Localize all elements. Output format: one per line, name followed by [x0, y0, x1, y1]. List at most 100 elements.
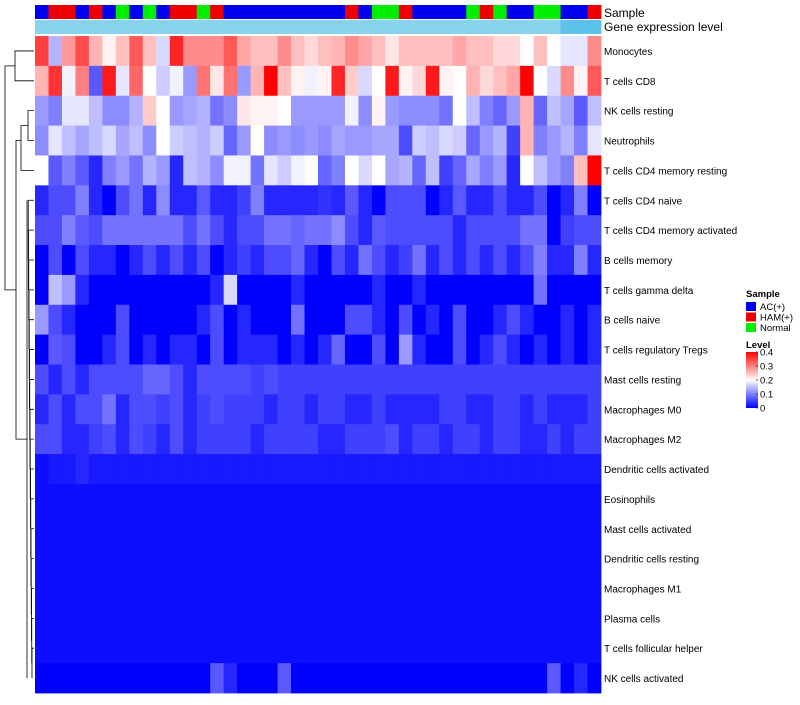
heatmap-cell [560, 185, 575, 216]
heatmap-cell [520, 513, 535, 545]
sample-annotation-cell [304, 5, 319, 19]
heatmap-cell [318, 334, 332, 365]
heatmap-cell [425, 155, 440, 186]
heatmap-cell [115, 603, 130, 634]
heatmap-cell [88, 245, 103, 276]
heatmap-cell [466, 394, 481, 425]
sample-annotation-cell [574, 5, 588, 19]
gene-expression-annotation-cell [574, 20, 588, 34]
heatmap-cell [412, 454, 427, 485]
heatmap-cell [371, 185, 386, 216]
heatmap-cell [533, 65, 548, 97]
heatmap-cell [142, 155, 157, 186]
dendrogram-branch [20, 125, 34, 171]
heatmap-cell [250, 633, 265, 664]
heatmap-cell [587, 95, 602, 126]
heatmap-cell [75, 543, 90, 574]
gene-expression-annotation-cell [61, 20, 76, 34]
heatmap-cell [35, 215, 49, 246]
heatmap-cell [506, 65, 521, 97]
heatmap-cell [156, 185, 171, 216]
heatmap-cell [304, 633, 319, 664]
heatmap-cell [547, 663, 561, 694]
heatmap-cell [75, 454, 90, 485]
heatmap-cell [574, 65, 588, 97]
gene-expression-annotation-cell [88, 20, 103, 34]
heatmap-cell [291, 394, 305, 425]
heatmap-cell [439, 334, 454, 365]
heatmap-cell [304, 155, 319, 186]
heatmap-cell [304, 603, 319, 634]
heatmap-cell [210, 663, 225, 694]
heatmap-cell [223, 36, 238, 67]
sample-annotation-cell [250, 5, 265, 19]
heatmap-cell [61, 424, 76, 455]
heatmap-cell [237, 663, 252, 694]
heatmap-cell [210, 633, 225, 664]
heatmap-cell [277, 633, 292, 664]
heatmap-cell [291, 603, 305, 634]
heatmap-cell [371, 394, 386, 425]
heatmap-cell [250, 125, 265, 156]
sample-annotation-cell [88, 5, 103, 19]
heatmap-cell [291, 155, 305, 186]
heatmap-cell [331, 663, 346, 694]
row-label: T cells CD8 [604, 77, 656, 88]
heatmap-cell [183, 663, 198, 694]
heatmap-cell [35, 454, 49, 485]
heatmap-cell [88, 65, 103, 97]
heatmap-cell [102, 334, 117, 365]
heatmap-cell [223, 364, 238, 395]
gene-expression-annotation-cell [35, 20, 49, 34]
heatmap-cell [250, 65, 265, 97]
heatmap-cell [318, 125, 332, 156]
heatmap-cell [75, 125, 90, 156]
heatmap-cell [506, 215, 521, 246]
heatmap-cell [331, 394, 346, 425]
heatmap-cell [142, 334, 157, 365]
heatmap-cell [102, 663, 117, 694]
heatmap-cell [425, 36, 440, 67]
column-annotations [35, 5, 602, 34]
heatmap-cell [156, 633, 171, 664]
heatmap-cell [318, 513, 332, 545]
heatmap-cell [344, 603, 359, 634]
heatmap-cell [183, 125, 198, 156]
heatmap-cell [169, 155, 184, 186]
heatmap-cell [466, 65, 481, 97]
heatmap-cell [196, 274, 211, 306]
heatmap-cell [587, 663, 602, 694]
heatmap-cell [250, 483, 265, 515]
gene-expression-annotation-cell [210, 20, 225, 34]
heatmap-cell [479, 603, 494, 634]
heatmap-cell [533, 304, 548, 336]
heatmap-cell [196, 424, 211, 455]
heatmap-cell [371, 633, 386, 664]
heatmap-cell [547, 364, 561, 395]
heatmap-cell [115, 334, 130, 365]
sample-annotation-cell [412, 5, 427, 19]
heatmap-cell [102, 245, 117, 276]
heatmap-cell [506, 364, 521, 395]
heatmap-cell [169, 603, 184, 634]
heatmap-cell [277, 274, 292, 306]
heatmap-cell [88, 364, 103, 395]
heatmap-cell [398, 245, 413, 276]
heatmap-cell [587, 304, 602, 336]
heatmap-cell [88, 633, 103, 664]
heatmap-cell [452, 663, 467, 694]
heatmap-cell [250, 304, 265, 336]
heatmap-cell [61, 155, 76, 186]
heatmap-cell [425, 245, 440, 276]
heatmap-cell [439, 95, 454, 126]
heatmap-cell [533, 424, 548, 455]
heatmap-cell [48, 663, 63, 694]
heatmap-cell [331, 245, 346, 276]
heatmap-cell [466, 274, 481, 306]
heatmap-cell [35, 334, 49, 365]
heatmap-cell [466, 573, 481, 604]
heatmap-cell [425, 334, 440, 365]
heatmap-cell [547, 36, 561, 67]
heatmap-cell [277, 245, 292, 276]
heatmap-cell [264, 215, 278, 246]
